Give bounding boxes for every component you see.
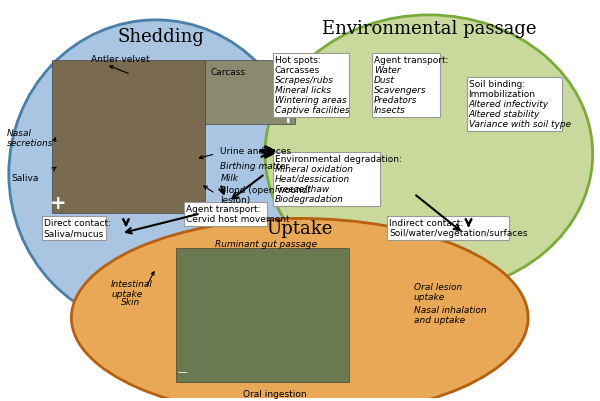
Text: Oral ingestion: Oral ingestion (243, 390, 307, 399)
Text: Immobilization: Immobilization (469, 91, 536, 99)
Ellipse shape (9, 20, 303, 328)
Text: Carcass: Carcass (211, 67, 245, 77)
Text: Saliva: Saliva (12, 174, 39, 183)
Text: Altered infectivity: Altered infectivity (469, 100, 548, 109)
Text: Skin: Skin (121, 298, 140, 307)
Text: —: — (178, 367, 187, 377)
Text: Cervid host movement: Cervid host movement (185, 215, 289, 223)
FancyBboxPatch shape (52, 60, 205, 213)
Text: +: + (50, 194, 67, 213)
Text: Agent transport:: Agent transport: (185, 205, 260, 214)
Text: Direct contact:: Direct contact: (44, 219, 110, 229)
Text: Indirect contact:: Indirect contact: (389, 219, 463, 229)
Text: Wintering areas: Wintering areas (275, 95, 347, 105)
Text: Freeze/thaw: Freeze/thaw (275, 185, 330, 194)
FancyBboxPatch shape (467, 77, 562, 132)
Text: Carcasses: Carcasses (275, 66, 320, 75)
Text: Ruminant gut passage: Ruminant gut passage (215, 240, 317, 249)
Text: Scrapes/rubs: Scrapes/rubs (275, 76, 334, 85)
Text: Insects: Insects (374, 105, 406, 115)
Text: Birthing matter: Birthing matter (220, 162, 289, 171)
Text: Environmental passage: Environmental passage (322, 20, 536, 38)
Text: Biodegradation: Biodegradation (275, 195, 344, 204)
Text: Variance with soil type: Variance with soil type (469, 120, 571, 130)
Text: Dust: Dust (374, 76, 395, 85)
FancyBboxPatch shape (41, 217, 106, 241)
Text: Heat/dessication: Heat/dessication (275, 175, 350, 184)
Text: Blood (open wound/
lesion): Blood (open wound/ lesion) (220, 186, 311, 205)
Text: +: + (280, 107, 296, 127)
Text: Urine and feces: Urine and feces (220, 147, 292, 156)
FancyBboxPatch shape (372, 53, 440, 117)
Text: Environmental degradation:: Environmental degradation: (275, 155, 402, 164)
Text: Nasal
secretions: Nasal secretions (7, 129, 53, 148)
Text: Predators: Predators (374, 95, 418, 105)
Text: Uptake: Uptake (266, 221, 333, 239)
FancyBboxPatch shape (273, 152, 380, 206)
Text: Oral lesion
uptake: Oral lesion uptake (414, 283, 462, 302)
FancyBboxPatch shape (387, 217, 509, 241)
Text: Altered stability: Altered stability (469, 110, 540, 119)
Text: Saliva/mucus: Saliva/mucus (44, 229, 104, 239)
Text: Soil/water/vegetation/surfaces: Soil/water/vegetation/surfaces (389, 229, 527, 239)
Text: Mineral oxidation: Mineral oxidation (275, 165, 353, 174)
Text: Hot spots:: Hot spots: (275, 56, 320, 65)
Text: Milk: Milk (220, 174, 238, 183)
Text: Mineral licks: Mineral licks (275, 86, 331, 95)
FancyBboxPatch shape (184, 202, 267, 225)
Text: Scavengers: Scavengers (374, 86, 427, 95)
Text: Captive facilities: Captive facilities (275, 105, 350, 115)
Text: Intestinal
uptake: Intestinal uptake (111, 280, 153, 300)
Text: Soil binding:: Soil binding: (469, 81, 525, 89)
FancyBboxPatch shape (273, 53, 349, 117)
Text: Shedding: Shedding (117, 28, 204, 46)
Text: Agent transport:: Agent transport: (374, 56, 449, 65)
Text: Nasal inhalation
and uptake: Nasal inhalation and uptake (414, 306, 487, 325)
FancyBboxPatch shape (205, 60, 295, 124)
FancyBboxPatch shape (176, 248, 349, 382)
Text: Water: Water (374, 66, 401, 75)
Ellipse shape (71, 219, 528, 401)
Text: Antler velvet: Antler velvet (91, 55, 150, 64)
Ellipse shape (265, 15, 593, 293)
